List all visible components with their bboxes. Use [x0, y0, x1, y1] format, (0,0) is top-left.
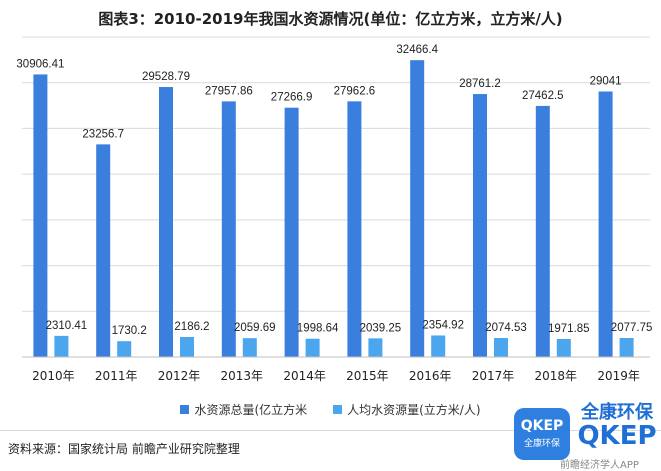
x-tick-label: 2017年 [472, 369, 515, 383]
source-note: 资料来源：国家统计局 前瞻产业研究院整理 [8, 442, 240, 456]
x-tick-label: 2019年 [597, 369, 640, 383]
data-label-per-capita: 1971.85 [548, 323, 590, 335]
bar-per-capita [368, 338, 383, 357]
data-label-total: 27957.86 [205, 85, 253, 97]
legend-label-per-capita: 人均水资源量(立方米/人) [347, 402, 481, 417]
bar-total [221, 101, 236, 357]
legend-label-total: 水资源总量(亿立方米 [194, 402, 308, 417]
data-label-total: 23256.7 [82, 128, 124, 140]
legend-swatch-total [180, 404, 190, 414]
logo-text-line2: QKEP [577, 420, 657, 451]
bar-total [535, 105, 550, 358]
bar-total [347, 101, 362, 357]
legend: 水资源总量(亿立方米 人均水资源量(立方米/人) [0, 398, 661, 420]
data-label-total: 27462.5 [522, 90, 564, 102]
bar-total [284, 107, 299, 357]
x-tick-label: 2010年 [32, 369, 75, 383]
x-axis: 2010年 2011年 2012年 2013年 2014年 2015年 2016年 2017年… [22, 356, 650, 383]
bar-total [473, 94, 487, 357]
x-tick-label: 2015年 [346, 369, 389, 383]
legend-swatch-per-capita [333, 404, 343, 414]
x-tick-label: 2018年 [535, 369, 578, 383]
qkep-logo-badge: QKEP 全康环保 [514, 408, 570, 460]
data-label-total: 27962.6 [334, 85, 376, 97]
data-label-total: 27266.9 [271, 92, 313, 104]
data-label-per-capita: 1730.2 [112, 325, 147, 337]
data-label-per-capita: 2310.41 [46, 320, 88, 332]
bar-per-capita [494, 338, 508, 357]
bar-per-capita [431, 335, 446, 357]
data-label-per-capita: 2039.25 [360, 322, 402, 334]
bar-per-capita [305, 338, 320, 357]
bar-total [96, 144, 111, 357]
x-tick-label: 2013年 [221, 369, 264, 383]
bar-total [598, 91, 613, 357]
data-label-per-capita: 1998.64 [297, 323, 339, 335]
data-label-per-capita: 2077.75 [611, 322, 653, 334]
legend-item-per-capita: 人均水资源量(立方米/人) [333, 401, 481, 418]
logo-text-line1: 全康环保 [581, 402, 653, 423]
x-tick-label: 2016年 [409, 369, 452, 383]
bar-chart: 30906.41 2310.41 23256.7 1730.2 29528.79 2186… [16, 36, 652, 383]
data-label-total: 29528.79 [142, 71, 190, 83]
bars [33, 60, 634, 358]
data-label-per-capita: 2186.2 [174, 321, 209, 333]
legend-item-total: 水资源总量(亿立方米 [180, 401, 307, 418]
qkep-logo-text: 全康环保 QKEP [576, 402, 658, 451]
data-label-total: 30906.41 [16, 58, 64, 70]
data-label-per-capita: 2059.69 [234, 322, 276, 334]
footer-divider [0, 430, 661, 431]
bar-per-capita [242, 338, 257, 357]
data-label-total: 32466.4 [396, 44, 438, 56]
bar-total [159, 87, 173, 357]
x-tick-label: 2012年 [158, 369, 201, 383]
bar-total [33, 74, 48, 357]
data-label-per-capita: 2354.92 [422, 319, 464, 331]
x-tick-label: 2011年 [95, 369, 138, 383]
logo-badge-line2: 全康环保 [523, 439, 560, 449]
app-caption: 前瞻经济学人APP [560, 460, 639, 471]
logo-badge-line1: QKEP [520, 418, 564, 434]
bar-per-capita [619, 338, 634, 357]
x-tick-label: 2014年 [283, 369, 326, 383]
bar-total [410, 60, 425, 358]
bar-per-capita [180, 337, 194, 357]
data-label-total: 29041 [590, 75, 622, 87]
bar-per-capita [556, 338, 571, 357]
bar-per-capita [117, 341, 132, 357]
chart-title: 图表3：2010-2019年我国水资源情况(单位：亿立方米，立方米/人) [98, 10, 563, 28]
data-label-total: 28761.2 [459, 78, 501, 90]
data-labels: 30906.41 2310.41 23256.7 1730.2 29528.79 2186… [16, 44, 652, 337]
data-label-per-capita: 2074.53 [485, 322, 527, 334]
bar-per-capita [54, 335, 69, 357]
